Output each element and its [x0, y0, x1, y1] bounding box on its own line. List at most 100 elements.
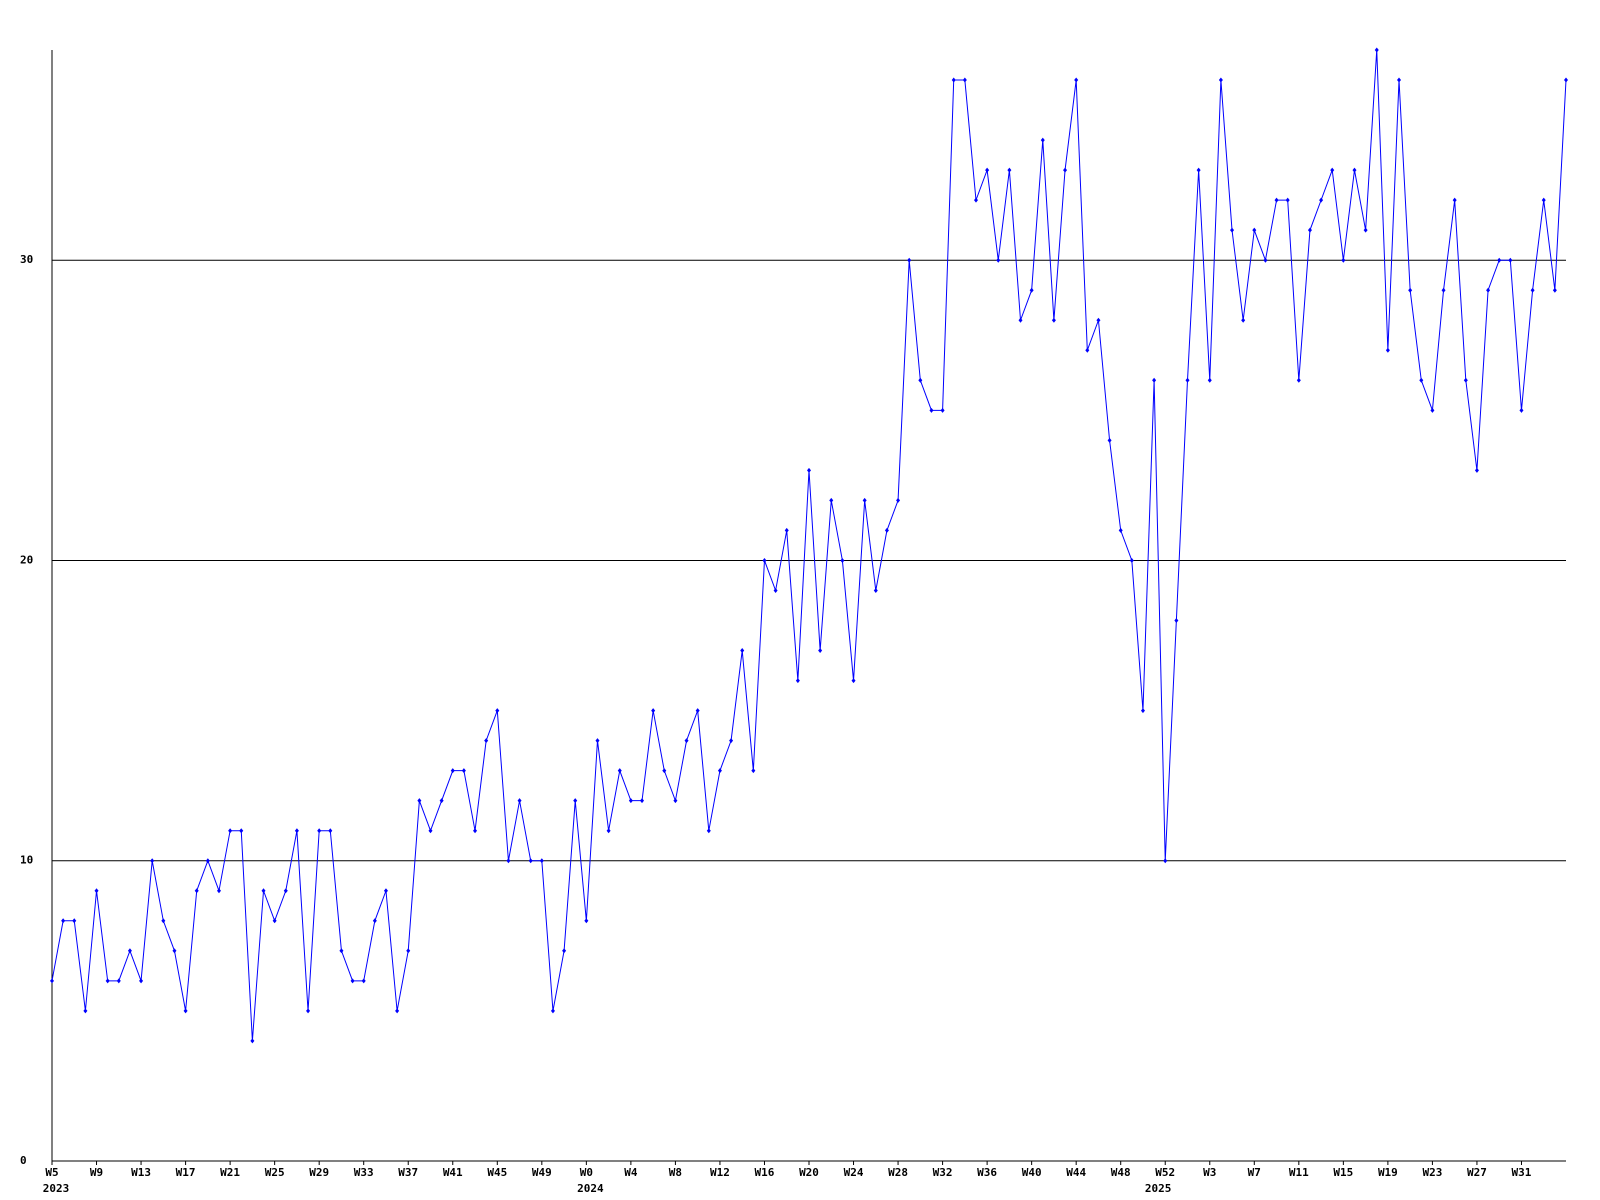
data-point — [1385, 347, 1390, 353]
data-point — [606, 828, 611, 834]
data-point — [116, 978, 121, 984]
data-point — [1352, 167, 1357, 173]
year-label: 2023 — [43, 1182, 70, 1195]
x-tick-label: W5 — [45, 1166, 58, 1179]
data-point — [283, 888, 288, 894]
data-point — [695, 708, 700, 714]
data-point — [361, 978, 366, 984]
data-point — [205, 858, 210, 864]
data-point — [1018, 317, 1023, 323]
data-point — [1152, 377, 1157, 383]
data-point — [762, 557, 767, 563]
data-point — [918, 377, 923, 383]
data-point — [506, 858, 511, 864]
data-point — [1363, 227, 1368, 233]
data-point — [172, 948, 177, 954]
x-tick-label: W44 — [1066, 1166, 1086, 1179]
data-point — [1564, 77, 1568, 83]
x-tick-label: W15 — [1333, 1166, 1353, 1179]
data-point — [127, 948, 132, 954]
x-tick-label: W21 — [220, 1166, 240, 1179]
data-point — [50, 978, 54, 984]
data-point — [1452, 197, 1457, 203]
data-point — [818, 648, 823, 654]
data-point — [328, 828, 333, 834]
data-point — [1508, 257, 1513, 263]
x-tick-label: W16 — [755, 1166, 775, 1179]
data-point — [1474, 467, 1479, 473]
x-tick-label: W8 — [669, 1166, 682, 1179]
data-point — [951, 77, 956, 83]
data-point — [550, 1008, 555, 1014]
data-point — [562, 948, 567, 954]
y-tick-label: 20 — [20, 553, 33, 566]
x-tick-label: W12 — [710, 1166, 730, 1179]
data-point — [662, 768, 667, 774]
data-point — [1007, 167, 1012, 173]
data-point — [1307, 227, 1312, 233]
data-point — [250, 1038, 255, 1044]
data-point — [617, 768, 622, 774]
data-point — [417, 798, 422, 804]
x-tick-label: W19 — [1378, 1166, 1398, 1179]
data-point — [1230, 227, 1235, 233]
x-tick-label: W29 — [309, 1166, 329, 1179]
data-point — [1419, 377, 1424, 383]
data-point — [272, 918, 277, 924]
x-tick-label: W49 — [532, 1166, 552, 1179]
data-point — [261, 888, 266, 894]
data-point — [372, 918, 377, 924]
data-point — [1163, 858, 1168, 864]
data-point — [294, 828, 299, 834]
data-point — [1140, 708, 1145, 714]
x-tick-label: W3 — [1203, 1166, 1216, 1179]
data-point — [985, 167, 990, 173]
x-tick-label: W20 — [799, 1166, 819, 1179]
data-point — [751, 768, 756, 774]
data-point — [395, 1008, 400, 1014]
data-point — [862, 497, 867, 503]
data-point — [194, 888, 199, 894]
data-point — [161, 918, 166, 924]
data-point — [105, 978, 110, 984]
x-tick-label: W41 — [443, 1166, 463, 1179]
data-point — [1530, 287, 1535, 293]
data-point — [439, 798, 444, 804]
x-tick-label: W31 — [1512, 1166, 1532, 1179]
data-point — [1263, 257, 1268, 263]
data-point — [1341, 257, 1346, 263]
data-point — [228, 828, 233, 834]
data-point — [461, 768, 466, 774]
data-point — [239, 828, 244, 834]
data-point — [1218, 77, 1223, 83]
data-point — [907, 257, 912, 263]
data-point — [1096, 317, 1101, 323]
data-point — [72, 918, 77, 924]
data-point — [484, 738, 489, 744]
data-point — [183, 1008, 188, 1014]
data-point — [1497, 257, 1502, 263]
data-point — [573, 798, 578, 804]
data-point — [929, 407, 934, 413]
year-label: 2024 — [577, 1182, 604, 1195]
data-point — [317, 828, 322, 834]
data-point — [717, 768, 722, 774]
data-point — [584, 918, 589, 924]
data-point — [1241, 317, 1246, 323]
x-tick-label: W7 — [1248, 1166, 1261, 1179]
data-point — [517, 798, 522, 804]
x-tick-label: W40 — [1022, 1166, 1042, 1179]
data-point — [1029, 287, 1034, 293]
data-point — [1408, 287, 1413, 293]
y-tick-label: 30 — [20, 253, 33, 266]
data-point — [1107, 437, 1112, 443]
data-point — [1074, 77, 1079, 83]
x-tick-label: W52 — [1155, 1166, 1175, 1179]
data-point — [1063, 167, 1068, 173]
data-point — [83, 1008, 88, 1014]
data-point — [1252, 227, 1257, 233]
x-tick-label: W24 — [844, 1166, 864, 1179]
data-point — [784, 527, 789, 533]
data-point — [773, 587, 778, 593]
